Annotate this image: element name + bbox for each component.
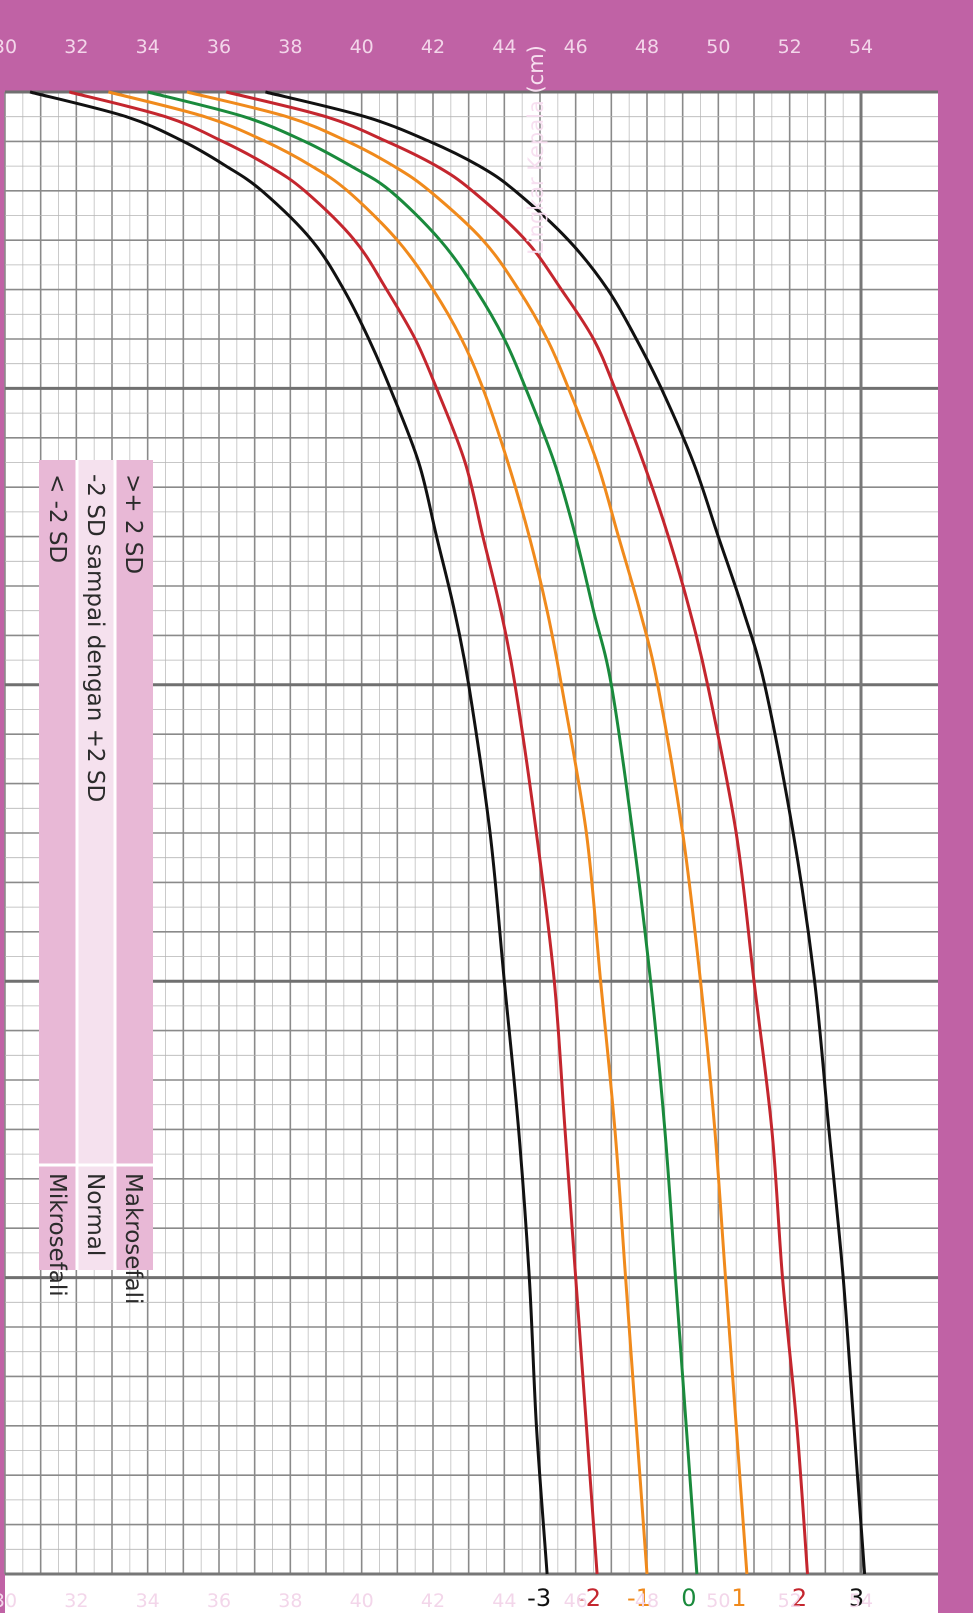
y-tick-left: 48 xyxy=(635,36,659,58)
y-tick-right: 38 xyxy=(278,1590,302,1612)
sd-curve--1 xyxy=(108,90,649,1575)
sd-curve--3 xyxy=(29,90,549,1575)
sd-label-1: 1 xyxy=(731,1584,746,1612)
axis-labels: 3030323234343636383840404242444446464848… xyxy=(0,36,873,1612)
classification-legend: >+ 2 SD Makrosefali -2 SD sampai dengan +2… xyxy=(39,460,153,1304)
legend-row-bg xyxy=(115,1165,153,1270)
legend-range: < -2 SD xyxy=(44,474,70,563)
y-tick-left: 52 xyxy=(778,36,802,58)
y-tick-left: 30 xyxy=(0,36,17,58)
legend-range: -2 SD sampai dengan +2 SD xyxy=(82,474,108,802)
y-tick-right: 40 xyxy=(350,1590,374,1612)
y-tick-left: 44 xyxy=(492,36,516,58)
y-tick-right: 46 xyxy=(564,1590,588,1612)
legend-row-bg xyxy=(115,460,153,1165)
y-tick-left: 36 xyxy=(207,36,231,58)
legend-row-bg xyxy=(77,460,115,1165)
y-tick-left: 38 xyxy=(278,36,302,58)
y-tick-right: 34 xyxy=(136,1590,160,1612)
sd-label-2: 2 xyxy=(792,1584,807,1612)
sd-curve--2 xyxy=(68,90,599,1575)
y-tick-left: 50 xyxy=(706,36,730,58)
sd-label-0: 0 xyxy=(681,1584,696,1612)
y-tick-left: 32 xyxy=(64,36,88,58)
y-tick-right: 36 xyxy=(207,1590,231,1612)
sd-label--3: -3 xyxy=(527,1584,551,1612)
y-tick-left: 46 xyxy=(564,36,588,58)
sd-curve-3 xyxy=(265,90,867,1575)
sd-curve-2 xyxy=(225,90,809,1575)
y-tick-left: 34 xyxy=(136,36,160,58)
sd-label--1: -1 xyxy=(627,1584,651,1612)
y-tick-right: 52 xyxy=(778,1590,802,1612)
legend-category: Mikrosefali xyxy=(44,1173,70,1297)
y-tick-left: 42 xyxy=(421,36,445,58)
sd-curve-1 xyxy=(186,90,749,1575)
y-tick-right: 44 xyxy=(492,1590,516,1612)
y-tick-left: 54 xyxy=(849,36,873,58)
y-tick-right: 50 xyxy=(706,1590,730,1612)
sd-label--2: -2 xyxy=(577,1584,601,1612)
legend-row-bg xyxy=(39,1165,77,1270)
plot-area xyxy=(5,92,938,1613)
y-tick-right: 48 xyxy=(635,1590,659,1612)
legend-category: Makrosefali xyxy=(120,1173,146,1304)
y-tick-left: 40 xyxy=(350,36,374,58)
legend-range: >+ 2 SD xyxy=(120,474,146,574)
legend-category: Normal xyxy=(82,1173,108,1256)
legend-row-bg xyxy=(39,460,77,1165)
y-tick-right: 32 xyxy=(64,1590,88,1612)
legend-row-bg xyxy=(77,1165,115,1270)
sd-curve-0 xyxy=(147,90,699,1575)
y-tick-right: 30 xyxy=(0,1590,17,1612)
grid xyxy=(4,90,938,1613)
y-axis-title: Lingkar Kepala (cm) xyxy=(524,45,548,255)
y-tick-right: 42 xyxy=(421,1590,445,1612)
y-tick-right: 54 xyxy=(849,1590,873,1612)
sd-label-3: 3 xyxy=(849,1584,864,1612)
